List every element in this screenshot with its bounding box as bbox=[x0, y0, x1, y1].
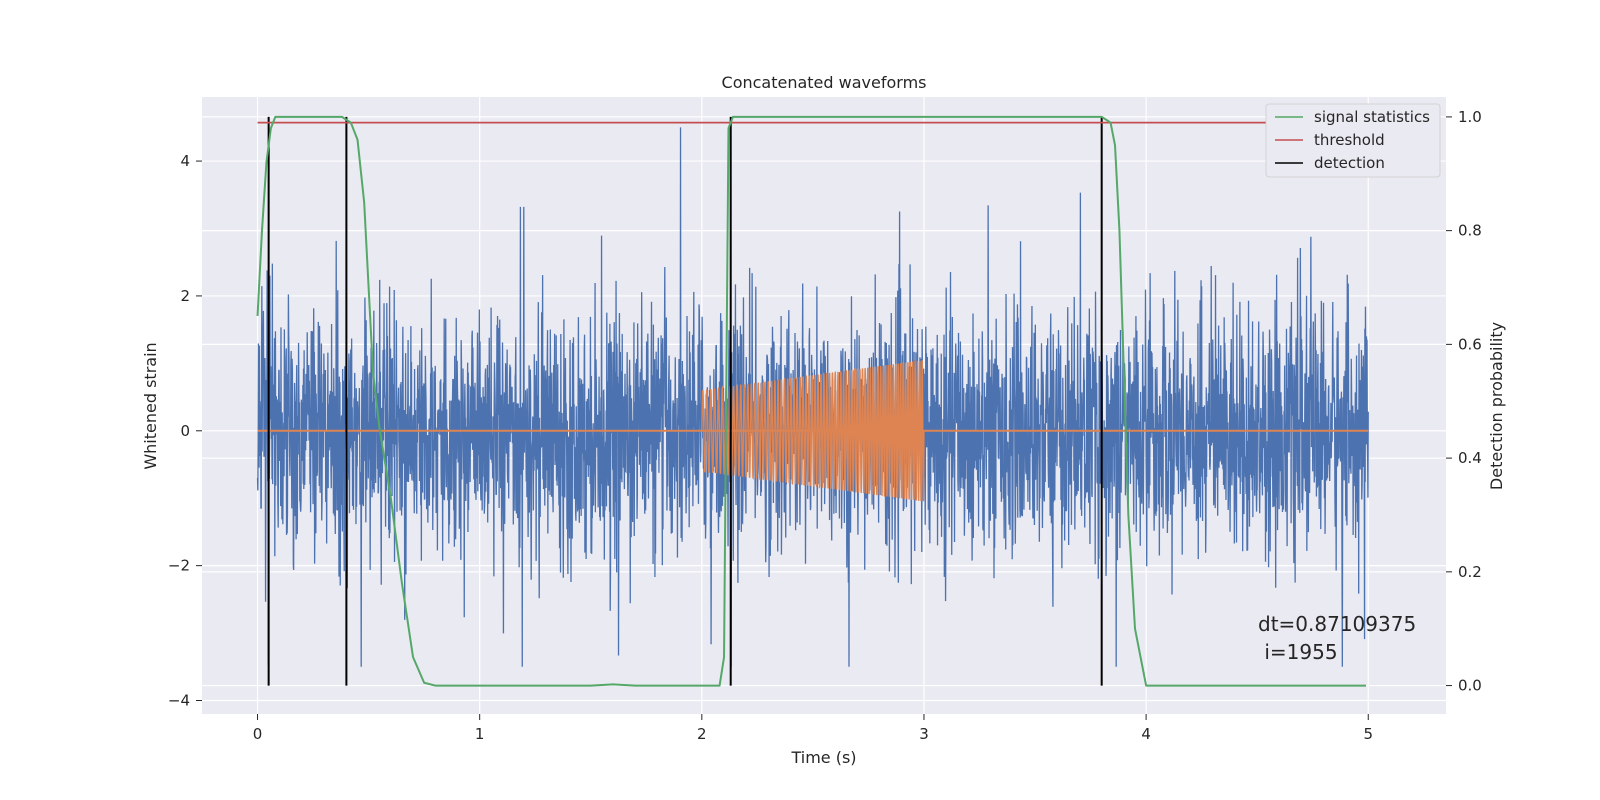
y-left-tick-label: 2 bbox=[180, 287, 190, 305]
annotation-index: i=1955 bbox=[1258, 640, 1338, 664]
legend-label-signal-statistics: signal statistics bbox=[1314, 108, 1430, 126]
injected-signal-series bbox=[257, 359, 1369, 502]
x-tick-label: 3 bbox=[919, 725, 929, 743]
y-left-tick-label: 0 bbox=[180, 422, 190, 440]
y-right-tick-label: 1.0 bbox=[1458, 108, 1482, 126]
detection-series bbox=[267, 116, 1103, 686]
legend-box bbox=[1265, 103, 1441, 178]
legend-label-detection: detection bbox=[1314, 154, 1385, 172]
x-axis-ticks: 0 1 2 3 4 5 bbox=[253, 714, 1373, 743]
x-tick-label: 0 bbox=[253, 725, 263, 743]
x-tick-label: 4 bbox=[1141, 725, 1151, 743]
y-right-tick-label: 0.4 bbox=[1458, 449, 1482, 467]
y-right-tick-label: 0.0 bbox=[1458, 677, 1482, 695]
x-tick-label: 1 bbox=[475, 725, 485, 743]
signal-statistics-line bbox=[256, 115, 1367, 687]
signal-statistics-series bbox=[256, 115, 1367, 687]
y-left-axis-label: Whitened strain bbox=[141, 342, 160, 469]
annotation-dt: dt=0.87109375 bbox=[1258, 612, 1416, 636]
x-axis-label: Time (s) bbox=[790, 748, 856, 767]
x-tick-label: 5 bbox=[1363, 725, 1373, 743]
y-right-tick-label: 0.2 bbox=[1458, 563, 1482, 581]
y-left-tick-label: −4 bbox=[168, 692, 190, 710]
injected-signal-line bbox=[701, 359, 925, 502]
y-right-axis-ticks: 0.0 0.2 0.4 0.6 0.8 1.0 bbox=[1446, 108, 1482, 695]
y-right-tick-label: 0.8 bbox=[1458, 222, 1482, 240]
y-right-tick-label: 0.6 bbox=[1458, 335, 1482, 353]
legend-label-threshold: threshold bbox=[1314, 131, 1385, 149]
x-tick-label: 2 bbox=[697, 725, 707, 743]
chart-title: Concatenated waveforms bbox=[722, 73, 927, 92]
y-right-axis-label: Detection probability bbox=[1487, 322, 1506, 490]
y-left-axis-ticks: −4 −2 0 2 4 bbox=[168, 152, 202, 710]
legend: signal statistics threshold detection bbox=[1265, 103, 1441, 178]
y-left-tick-label: −2 bbox=[168, 557, 190, 575]
y-left-tick-label: 4 bbox=[180, 152, 190, 170]
